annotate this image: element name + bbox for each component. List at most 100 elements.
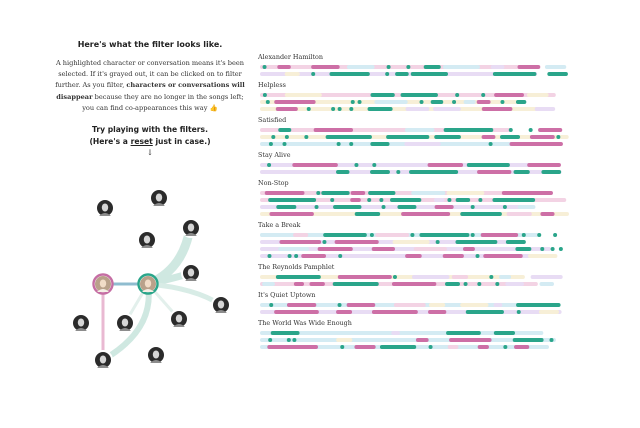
timeline-segment[interactable]: [314, 205, 319, 209]
timeline-segment[interactable]: [481, 93, 486, 97]
timeline-segment[interactable]: [290, 142, 324, 146]
timeline-segment[interactable]: [274, 100, 316, 104]
timeline-segment[interactable]: [284, 72, 300, 76]
timeline-segment[interactable]: [477, 282, 482, 286]
timeline-segment[interactable]: [528, 254, 558, 258]
timeline-segment[interactable]: [488, 142, 493, 146]
timeline-segment[interactable]: [292, 338, 297, 342]
timeline-segment[interactable]: [267, 345, 319, 349]
timeline-segment[interactable]: [404, 142, 441, 146]
timeline-segment[interactable]: [485, 205, 496, 209]
timeline-segment[interactable]: [434, 135, 461, 139]
timeline-segment[interactable]: [392, 240, 430, 244]
timeline-segment[interactable]: [419, 233, 470, 237]
timeline-segment[interactable]: [336, 142, 341, 146]
reset-link[interactable]: reset: [130, 137, 153, 147]
timeline-segment[interactable]: [368, 191, 396, 195]
character-node-12[interactable]: [146, 345, 166, 365]
timeline-segment[interactable]: [508, 128, 513, 132]
song-title[interactable]: It's Quiet Uptown: [258, 291, 316, 299]
timeline-segment[interactable]: [293, 233, 309, 237]
timeline-segment[interactable]: [322, 240, 327, 244]
timeline-segment[interactable]: [350, 198, 361, 202]
timeline-segment[interactable]: [369, 233, 374, 237]
timeline-segment[interactable]: [284, 135, 289, 139]
timeline-segment[interactable]: [433, 198, 445, 202]
timeline-segment[interactable]: [379, 345, 417, 349]
timeline-segment[interactable]: [415, 338, 429, 342]
timeline-segment[interactable]: [445, 282, 460, 286]
timeline-segment[interactable]: [556, 135, 561, 139]
timeline-segment[interactable]: [262, 93, 267, 97]
timeline-segment[interactable]: [393, 303, 426, 307]
timeline-segment[interactable]: [381, 205, 386, 209]
timeline-segment[interactable]: [480, 233, 519, 237]
timeline-segment[interactable]: [267, 254, 272, 258]
timeline-segment[interactable]: [455, 240, 498, 244]
timeline-segment[interactable]: [262, 282, 275, 286]
timeline-segment[interactable]: [274, 310, 319, 314]
timeline-segment[interactable]: [279, 240, 322, 244]
timeline-segment[interactable]: [466, 163, 510, 167]
timeline-segment[interactable]: [432, 107, 461, 111]
timeline-segment[interactable]: [538, 310, 559, 314]
timeline-segment[interactable]: [321, 331, 358, 335]
timeline-segment[interactable]: [350, 100, 355, 104]
timeline-segment[interactable]: [460, 212, 502, 216]
timeline-segment[interactable]: [336, 170, 350, 174]
timeline-segment[interactable]: [294, 254, 299, 258]
timeline-segment[interactable]: [460, 303, 489, 307]
timeline-segment[interactable]: [309, 282, 325, 286]
timeline-segment[interactable]: [329, 72, 370, 76]
timeline-segment[interactable]: [549, 338, 554, 342]
timeline-segment[interactable]: [304, 135, 309, 139]
timeline-segment[interactable]: [442, 254, 464, 258]
timeline-segment[interactable]: [332, 282, 379, 286]
timeline-segment[interactable]: [478, 198, 483, 202]
timeline-segment[interactable]: [292, 163, 338, 167]
timeline-segment[interactable]: [547, 72, 568, 76]
timeline-segment[interactable]: [340, 345, 345, 349]
timeline-segment[interactable]: [280, 170, 317, 174]
timeline-segment[interactable]: [323, 233, 367, 237]
timeline-segment[interactable]: [356, 254, 394, 258]
timeline-segment[interactable]: [434, 205, 454, 209]
timeline-segment[interactable]: [391, 282, 437, 286]
timeline-segment[interactable]: [540, 247, 545, 251]
timeline-segment[interactable]: [370, 93, 395, 97]
timeline-segment[interactable]: [275, 107, 298, 111]
timeline-segment[interactable]: [490, 65, 505, 69]
timeline-segment[interactable]: [354, 163, 359, 167]
timeline-segment[interactable]: [538, 128, 563, 132]
character-node-8[interactable]: [211, 295, 231, 315]
timeline-segment[interactable]: [379, 198, 384, 202]
timeline-segment[interactable]: [405, 254, 422, 258]
timeline-segment[interactable]: [493, 247, 505, 251]
timeline-segment[interactable]: [321, 191, 350, 195]
timeline-segment[interactable]: [492, 198, 536, 202]
timeline-segment[interactable]: [446, 331, 481, 335]
timeline-segment[interactable]: [350, 191, 366, 195]
timeline-segment[interactable]: [396, 170, 401, 174]
timeline-segment[interactable]: [465, 310, 504, 314]
timeline-segment[interactable]: [333, 205, 362, 209]
timeline-segment[interactable]: [489, 275, 494, 279]
timeline-segment[interactable]: [349, 142, 354, 146]
timeline-segment[interactable]: [370, 170, 390, 174]
character-node-13[interactable]: [93, 350, 113, 370]
timeline-segment[interactable]: [390, 198, 422, 202]
timeline-segment[interactable]: [513, 170, 530, 174]
timeline-segment[interactable]: [331, 100, 347, 104]
timeline-segment[interactable]: [427, 163, 464, 167]
timeline-segment[interactable]: [386, 65, 391, 69]
timeline-segment[interactable]: [265, 100, 270, 104]
song-title[interactable]: Non-Stop: [258, 179, 289, 187]
timeline-segment[interactable]: [537, 233, 542, 237]
timeline-segment[interactable]: [286, 303, 317, 307]
timeline-segment[interactable]: [503, 345, 508, 349]
timeline-segment[interactable]: [506, 212, 532, 216]
timeline-segment[interactable]: [391, 331, 400, 335]
timeline-segment[interactable]: [517, 331, 540, 335]
timeline-segment[interactable]: [317, 247, 353, 251]
timeline-segment[interactable]: [282, 142, 287, 146]
